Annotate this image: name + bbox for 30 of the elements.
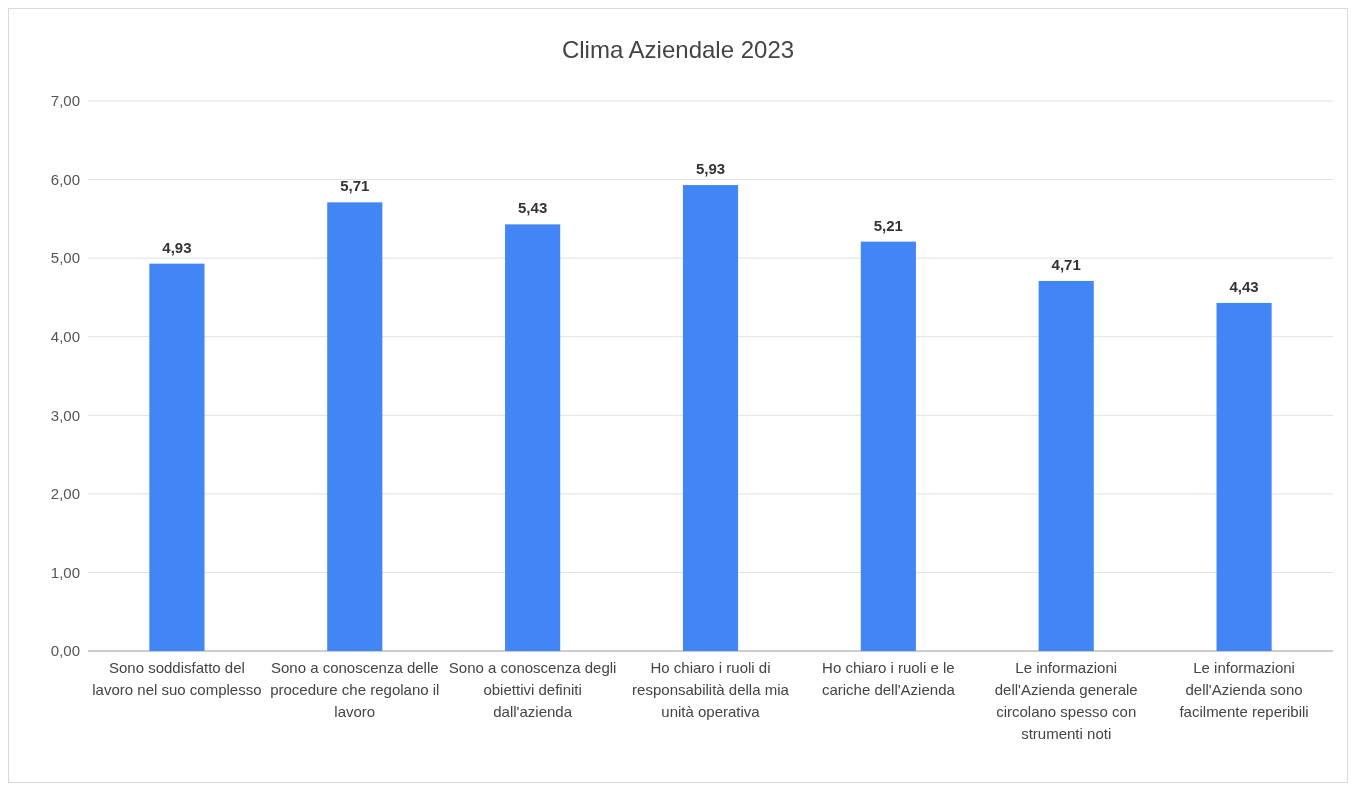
data-label: 4,43 [1229, 277, 1259, 295]
x-tick-label: Sono a conoscenza delle procedure che regolano il lavoro [270, 659, 440, 720]
data-label: 5,43 [518, 199, 548, 217]
bar [327, 202, 383, 651]
bar [505, 224, 561, 651]
y-tick-label: 1,00 [50, 563, 80, 581]
bar [682, 185, 739, 651]
x-tick-label: Sono soddisfatto del lavoro nel suo complesso [92, 659, 262, 698]
y-tick-label: 3,00 [50, 406, 80, 424]
y-tick-label: 4,00 [50, 327, 80, 345]
y-tick-label: 7,00 [50, 92, 80, 110]
x-tick-label: Ho chiaro i ruoli di responsabilità della mia unità operativa [632, 659, 790, 720]
bar [149, 263, 205, 651]
y-tick-label: 5,00 [50, 249, 80, 267]
x-tick-label: Sono a conoscenza degli obiettivi definiti dall'azienda [448, 659, 617, 720]
data-label: 4,71 [1051, 255, 1081, 273]
y-tick-label: 6,00 [50, 170, 80, 188]
y-tick-label: 0,00 [50, 642, 80, 660]
bar [860, 241, 916, 651]
y-tick-label: 2,00 [50, 485, 80, 503]
data-label: 5,21 [873, 216, 903, 234]
bar [1038, 280, 1094, 651]
x-tick-label: Le informazioni dell'Azienda sono facilmente reperibili [1179, 659, 1309, 720]
chart-title: Clima Aziendale 2023 [561, 36, 795, 63]
data-label: 4,93 [162, 238, 192, 256]
data-label: 5,71 [340, 177, 370, 195]
bar [1216, 302, 1272, 651]
data-label: 5,93 [695, 160, 726, 178]
x-tick-label: Ho chiaro i ruoli e le cariche dell'Azienda [821, 659, 956, 698]
x-tick-label: Le informazioni dell'Azienda generale circolano spesso con strumenti noti [994, 659, 1138, 742]
